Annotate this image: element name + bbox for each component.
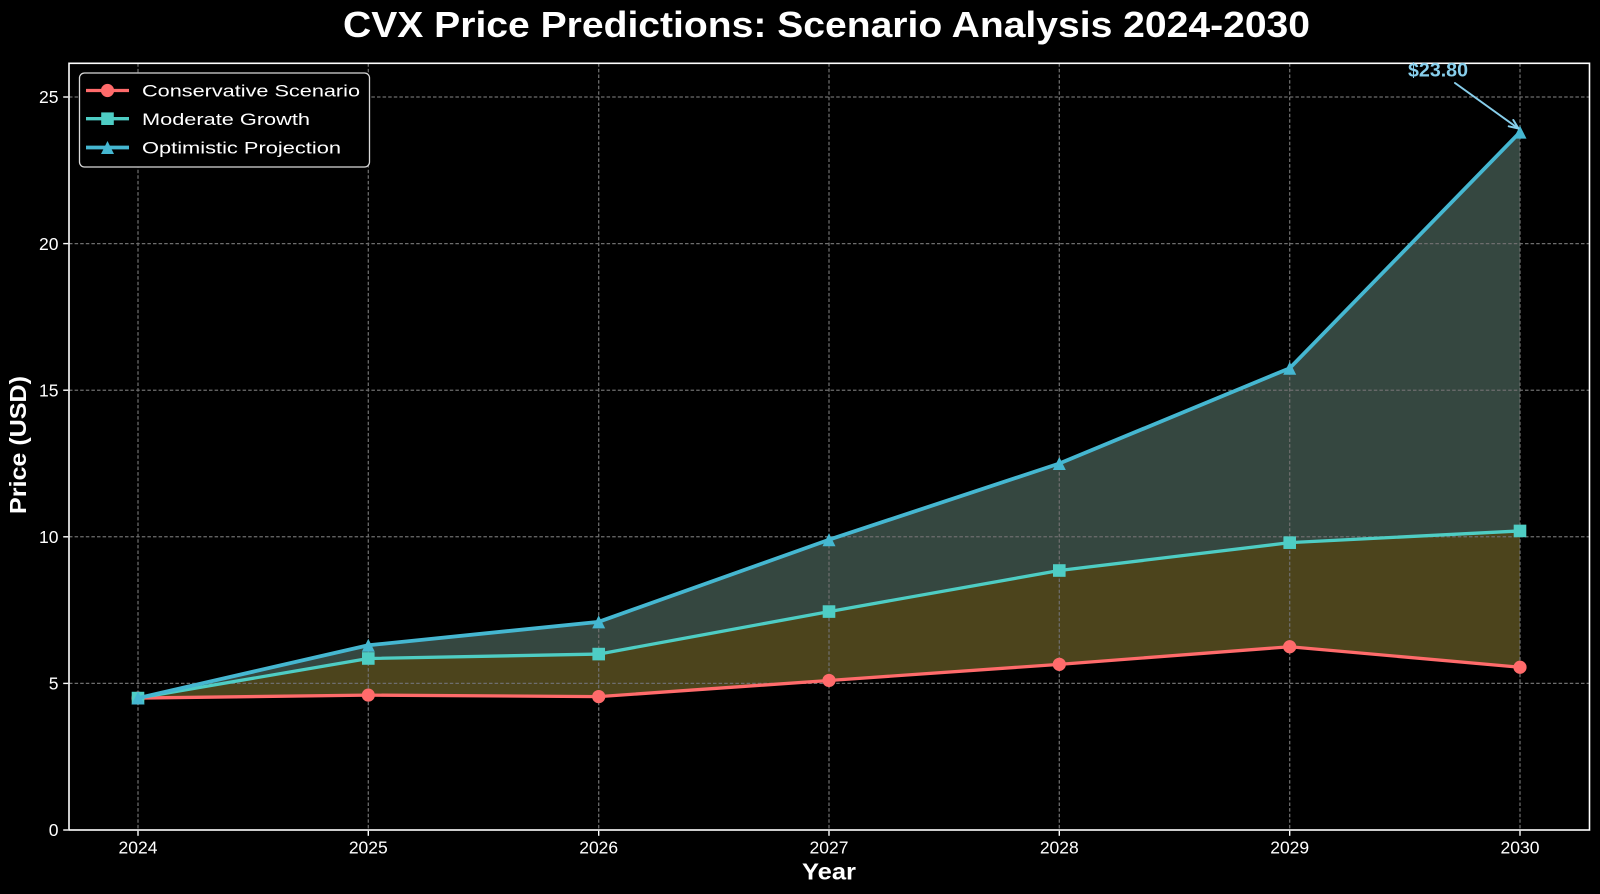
svg-text:0: 0 — [49, 820, 59, 840]
svg-text:25: 25 — [39, 87, 58, 107]
svg-text:Year: Year — [802, 859, 856, 885]
svg-text:$23.80: $23.80 — [1408, 61, 1468, 82]
svg-text:2030: 2030 — [1501, 838, 1540, 858]
svg-text:2027: 2027 — [810, 838, 849, 858]
svg-text:2029: 2029 — [1270, 838, 1309, 858]
svg-text:Conservative Scenario: Conservative Scenario — [142, 82, 360, 101]
svg-text:15: 15 — [39, 380, 58, 400]
svg-text:Price (USD): Price (USD) — [5, 376, 31, 514]
svg-text:CVX Price Predictions: Scenari: CVX Price Predictions: Scenario Analysis… — [343, 4, 1310, 45]
svg-text:20: 20 — [39, 234, 59, 254]
svg-text:5: 5 — [49, 674, 59, 694]
svg-text:Moderate Growth: Moderate Growth — [142, 110, 310, 129]
svg-text:10: 10 — [39, 527, 59, 547]
svg-text:2026: 2026 — [579, 838, 618, 858]
svg-text:Optimistic Projection: Optimistic Projection — [142, 139, 341, 158]
svg-text:2025: 2025 — [349, 838, 388, 858]
svg-text:2024: 2024 — [119, 838, 158, 858]
svg-text:2028: 2028 — [1040, 838, 1079, 858]
